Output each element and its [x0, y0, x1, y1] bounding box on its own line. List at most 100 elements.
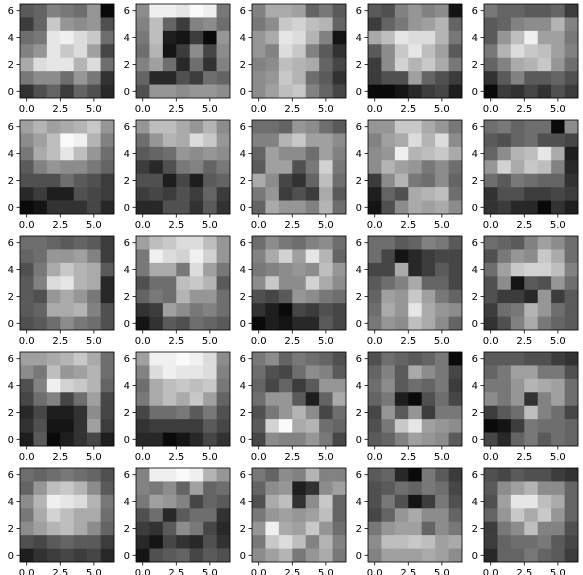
heatmap-cell [564, 173, 579, 188]
heatmap-cell [510, 316, 525, 331]
y-tick-label: 4 [356, 381, 362, 392]
x-tick-label: 2.5 [400, 452, 416, 463]
heatmap-cell [448, 468, 463, 482]
heatmap-cell [203, 419, 217, 433]
heatmap-cell [292, 17, 307, 32]
heatmap-cell [564, 262, 579, 277]
heatmap-cell [510, 160, 525, 175]
heatmap-cell [176, 71, 191, 85]
heatmap-cell [278, 521, 293, 536]
heatmap-cell [408, 71, 423, 85]
heatmap-cell [510, 521, 525, 536]
heatmap-cell [162, 378, 177, 393]
heatmap-cell [408, 392, 423, 407]
y-tick-label: 2 [8, 60, 14, 71]
heatmap-panel: 0 2 4 6 0.0 2.5 5.0 [240, 235, 347, 347]
heatmap-cell [216, 30, 231, 45]
heatmap-cell [203, 262, 217, 277]
heatmap-cell [332, 405, 347, 420]
heatmap-cell [87, 146, 101, 161]
x-tick-label: 0.0 [483, 568, 499, 575]
heatmap-cell [216, 133, 231, 148]
heatmap-cell [332, 535, 347, 549]
heatmap-cell [149, 71, 164, 85]
x-tick-label: 0.0 [135, 568, 151, 575]
heatmap-cell [484, 521, 498, 536]
heatmap-cell [87, 365, 101, 380]
heatmap-cell [537, 146, 552, 161]
heatmap-cell [421, 316, 436, 331]
heatmap-cell [162, 365, 177, 380]
heatmap-cell [189, 17, 204, 32]
x-tick-label: 0.0 [483, 220, 499, 231]
heatmap-cell [20, 548, 34, 563]
heatmap-cell [537, 535, 552, 549]
heatmap-panel: 0 2 4 6 0.0 2.5 5.0 [472, 351, 579, 463]
x-tick-label: 0.0 [483, 336, 499, 347]
heatmap-panel: 0 2 4 6 0.0 2.5 5.0 [356, 351, 463, 463]
heatmap-cell [332, 432, 347, 447]
heatmap-cell [524, 303, 539, 317]
heatmap-cell [136, 352, 150, 366]
heatmap-cell [332, 508, 347, 523]
heatmap-cell [60, 548, 75, 563]
heatmap-cell [252, 146, 266, 161]
axes-frame [251, 235, 347, 331]
heatmap-cell [203, 187, 217, 201]
heatmap-cell [305, 365, 320, 380]
heatmap-cell [408, 146, 423, 161]
heatmap-cell [381, 160, 396, 175]
heatmap-cell [189, 365, 204, 380]
heatmap-cell [332, 481, 347, 496]
heatmap-cell [100, 365, 115, 380]
heatmap-cell [162, 468, 177, 482]
heatmap-cell [60, 160, 75, 175]
heatmap-cell [394, 133, 409, 148]
heatmap-cell [46, 289, 61, 304]
heatmap-cell [497, 236, 512, 250]
heatmap-cell [149, 365, 164, 380]
heatmap-cell [381, 200, 396, 215]
heatmap-cell [421, 44, 436, 59]
heatmap-cell [162, 160, 177, 175]
heatmap-cell [524, 535, 539, 549]
heatmap-cell [189, 508, 204, 523]
heatmap-cell [60, 535, 75, 549]
y-tick-label: 2 [124, 524, 130, 535]
heatmap-cell [33, 316, 48, 331]
heatmap-cell [510, 405, 525, 420]
heatmap-cell [203, 160, 217, 175]
axes-frame [367, 467, 463, 563]
y-tick-label: 0 [240, 87, 246, 98]
heatmap-cell [332, 160, 347, 175]
x-tick-label: 0.0 [135, 336, 151, 347]
heatmap-cell [421, 84, 436, 99]
heatmap-cell [421, 432, 436, 447]
heatmap-cell [252, 508, 266, 523]
heatmap-cell [46, 494, 61, 509]
heatmap-cell [564, 494, 579, 509]
y-tick-label: 2 [356, 524, 362, 535]
heatmap-cell [73, 303, 88, 317]
heatmap-cell [510, 30, 525, 45]
heatmap-cell [33, 146, 48, 161]
heatmap-cell [149, 160, 164, 175]
heatmap-cell [73, 316, 88, 331]
heatmap-cell [564, 276, 579, 291]
heatmap-cell [551, 535, 565, 549]
heatmap-cell [278, 249, 293, 264]
heatmap-cell [305, 30, 320, 45]
heatmap-cell [46, 392, 61, 407]
heatmap-cell [265, 352, 280, 366]
heatmap-cell [189, 4, 204, 18]
heatmap-cell [564, 419, 579, 433]
heatmap-cell [448, 303, 463, 317]
y-tick-label: 4 [240, 149, 246, 160]
heatmap-cell [46, 71, 61, 85]
heatmap-cell [537, 57, 552, 72]
heatmap-cell [435, 289, 449, 304]
heatmap-cell [524, 468, 539, 482]
heatmap-cell [265, 173, 280, 188]
heatmap-cell [394, 521, 409, 536]
heatmap-cell [100, 249, 115, 264]
